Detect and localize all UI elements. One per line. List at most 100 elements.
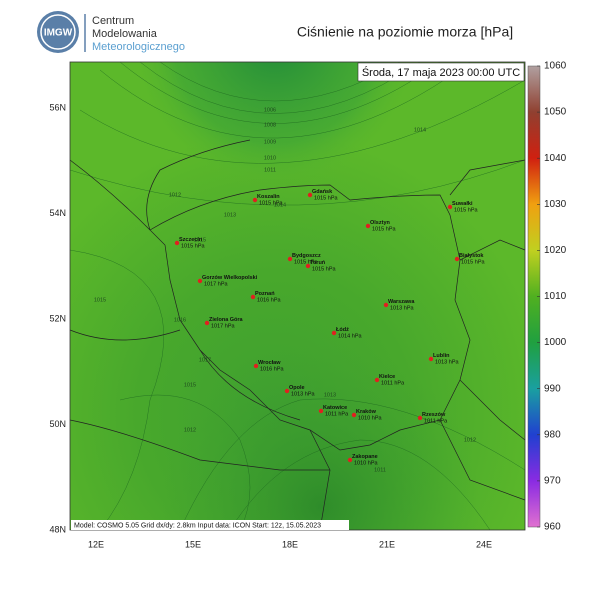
isobar-label: 1016	[174, 317, 186, 323]
colorbar-label: 1010	[544, 291, 567, 302]
colorbar-label: 1060	[544, 61, 567, 72]
isobar-label: 1006	[264, 107, 276, 113]
city-pressure: 1010 hPa	[358, 415, 382, 421]
isobar-label: 1012	[169, 192, 181, 198]
city-name: Olsztyn	[370, 220, 391, 226]
coastline	[69, 139, 251, 231]
lat-label: 52N	[49, 313, 66, 323]
isobar-label: 1011	[264, 167, 276, 173]
city-name: Zakopane	[352, 454, 378, 460]
colorbar-label: 1000	[544, 337, 567, 348]
city-name: Lublin	[433, 353, 450, 359]
isobar-label: 1014	[414, 127, 426, 133]
city-pressure: 1015 hPa	[454, 207, 478, 213]
isobar-label: 1008	[264, 122, 276, 128]
city-name: Szczecin	[179, 237, 203, 243]
isobar-label: 1015	[94, 297, 106, 303]
city-pressure: 1014 hPa	[338, 333, 362, 339]
city-name: Łódź	[336, 327, 349, 333]
city-pressure: 1015 hPa	[312, 266, 336, 272]
org-line: Centrum	[92, 15, 134, 27]
city-pressure: 1015 hPa	[294, 259, 318, 265]
city-pressure: 1015 hPa	[259, 200, 283, 206]
city-marker	[347, 457, 353, 463]
city-pressure: 1013 hPa	[435, 359, 459, 365]
time-box	[357, 62, 525, 82]
city-marker	[307, 192, 313, 198]
city-pressure: 1017 hPa	[204, 281, 228, 287]
isobars	[69, 61, 526, 531]
city-marker	[252, 197, 258, 203]
city-pressure: 1011 hPa	[325, 411, 349, 417]
footer-box	[71, 520, 349, 530]
city-marker	[374, 377, 380, 383]
city-marker	[318, 408, 324, 414]
city-marker	[287, 256, 293, 262]
city-pressure: 1011 hPa	[424, 418, 448, 424]
city-pressure: 1016 hPa	[260, 366, 284, 372]
isobar-label: 1013	[224, 212, 236, 218]
map: 1006100810091010101110121013101410141015…	[69, 61, 526, 531]
isobar-label: 1013	[324, 392, 336, 398]
city-marker	[351, 412, 357, 418]
city-pressure: 1010 hPa	[354, 460, 378, 466]
city-name: Gdańsk	[312, 189, 333, 195]
city-name: Suwałki	[452, 201, 473, 207]
colorbar-label: 970	[544, 476, 561, 487]
city-pressure: 1013 hPa	[390, 305, 414, 311]
city-marker	[417, 415, 423, 421]
colorbar-label: 980	[544, 429, 561, 440]
borders	[69, 159, 526, 531]
lat-label: 54N	[49, 208, 66, 218]
city-marker	[331, 330, 337, 336]
city-marker	[197, 278, 203, 284]
city-marker	[305, 263, 311, 269]
isobar-label: 1010	[264, 155, 276, 161]
isobar-label: 1009	[264, 139, 276, 145]
city-pressure: 1017 hPa	[211, 323, 235, 329]
city-name: Gorzów Wielkopolski	[202, 275, 258, 281]
logo-circle	[37, 11, 79, 53]
city-pressure: 1016 hPa	[257, 297, 281, 303]
colorbar-label: 1020	[544, 245, 567, 256]
isobar-label: 1012	[464, 437, 476, 443]
city-name: Rzeszów	[422, 412, 446, 418]
colorbar-label: 960	[544, 522, 561, 533]
city-marker	[204, 320, 210, 326]
org-line: Modelowania	[92, 28, 158, 40]
city-marker	[250, 294, 256, 300]
isobar-label: 1015	[184, 382, 196, 388]
city-name: Warszawa	[388, 299, 415, 305]
lat-label: 56N	[49, 102, 66, 112]
lon-label: 12E	[88, 539, 104, 549]
city-name: Wrocław	[258, 360, 281, 366]
city-name: Koszalin	[257, 194, 280, 200]
city-marker	[365, 223, 371, 229]
city-name: Zielona Góra	[209, 317, 244, 323]
city-marker	[383, 302, 389, 308]
isobar-label: 1011	[374, 467, 386, 473]
colorbar-label: 1050	[544, 107, 567, 118]
city-pressure: 1011 hPa	[381, 380, 405, 386]
colorbar-label: 1040	[544, 153, 567, 164]
city-marker	[454, 256, 460, 262]
city-marker	[428, 356, 434, 362]
title: Ciśnienie na poziomie morza [hPa]	[297, 24, 513, 40]
city-pressure: 1015 hPa	[461, 259, 485, 265]
city-marker	[253, 363, 259, 369]
lat-label: 48N	[49, 524, 66, 534]
city-name: Poznań	[255, 291, 275, 297]
footer: Model: COSMO 5.05 Grid dx/dy: 2.8km Inpu…	[74, 522, 321, 529]
lat-label: 50N	[49, 419, 66, 429]
org-line: Meteorologicznego	[92, 41, 185, 53]
isobar-label: 1012	[184, 427, 196, 433]
city-name: Opole	[289, 385, 305, 391]
lon-label: 18E	[282, 539, 298, 549]
isobar-label: 1014	[274, 202, 286, 208]
city-marker	[174, 240, 180, 246]
logo-ring	[40, 14, 76, 50]
city-name: Toruń	[310, 260, 326, 266]
colorbar-label: 990	[544, 383, 561, 394]
